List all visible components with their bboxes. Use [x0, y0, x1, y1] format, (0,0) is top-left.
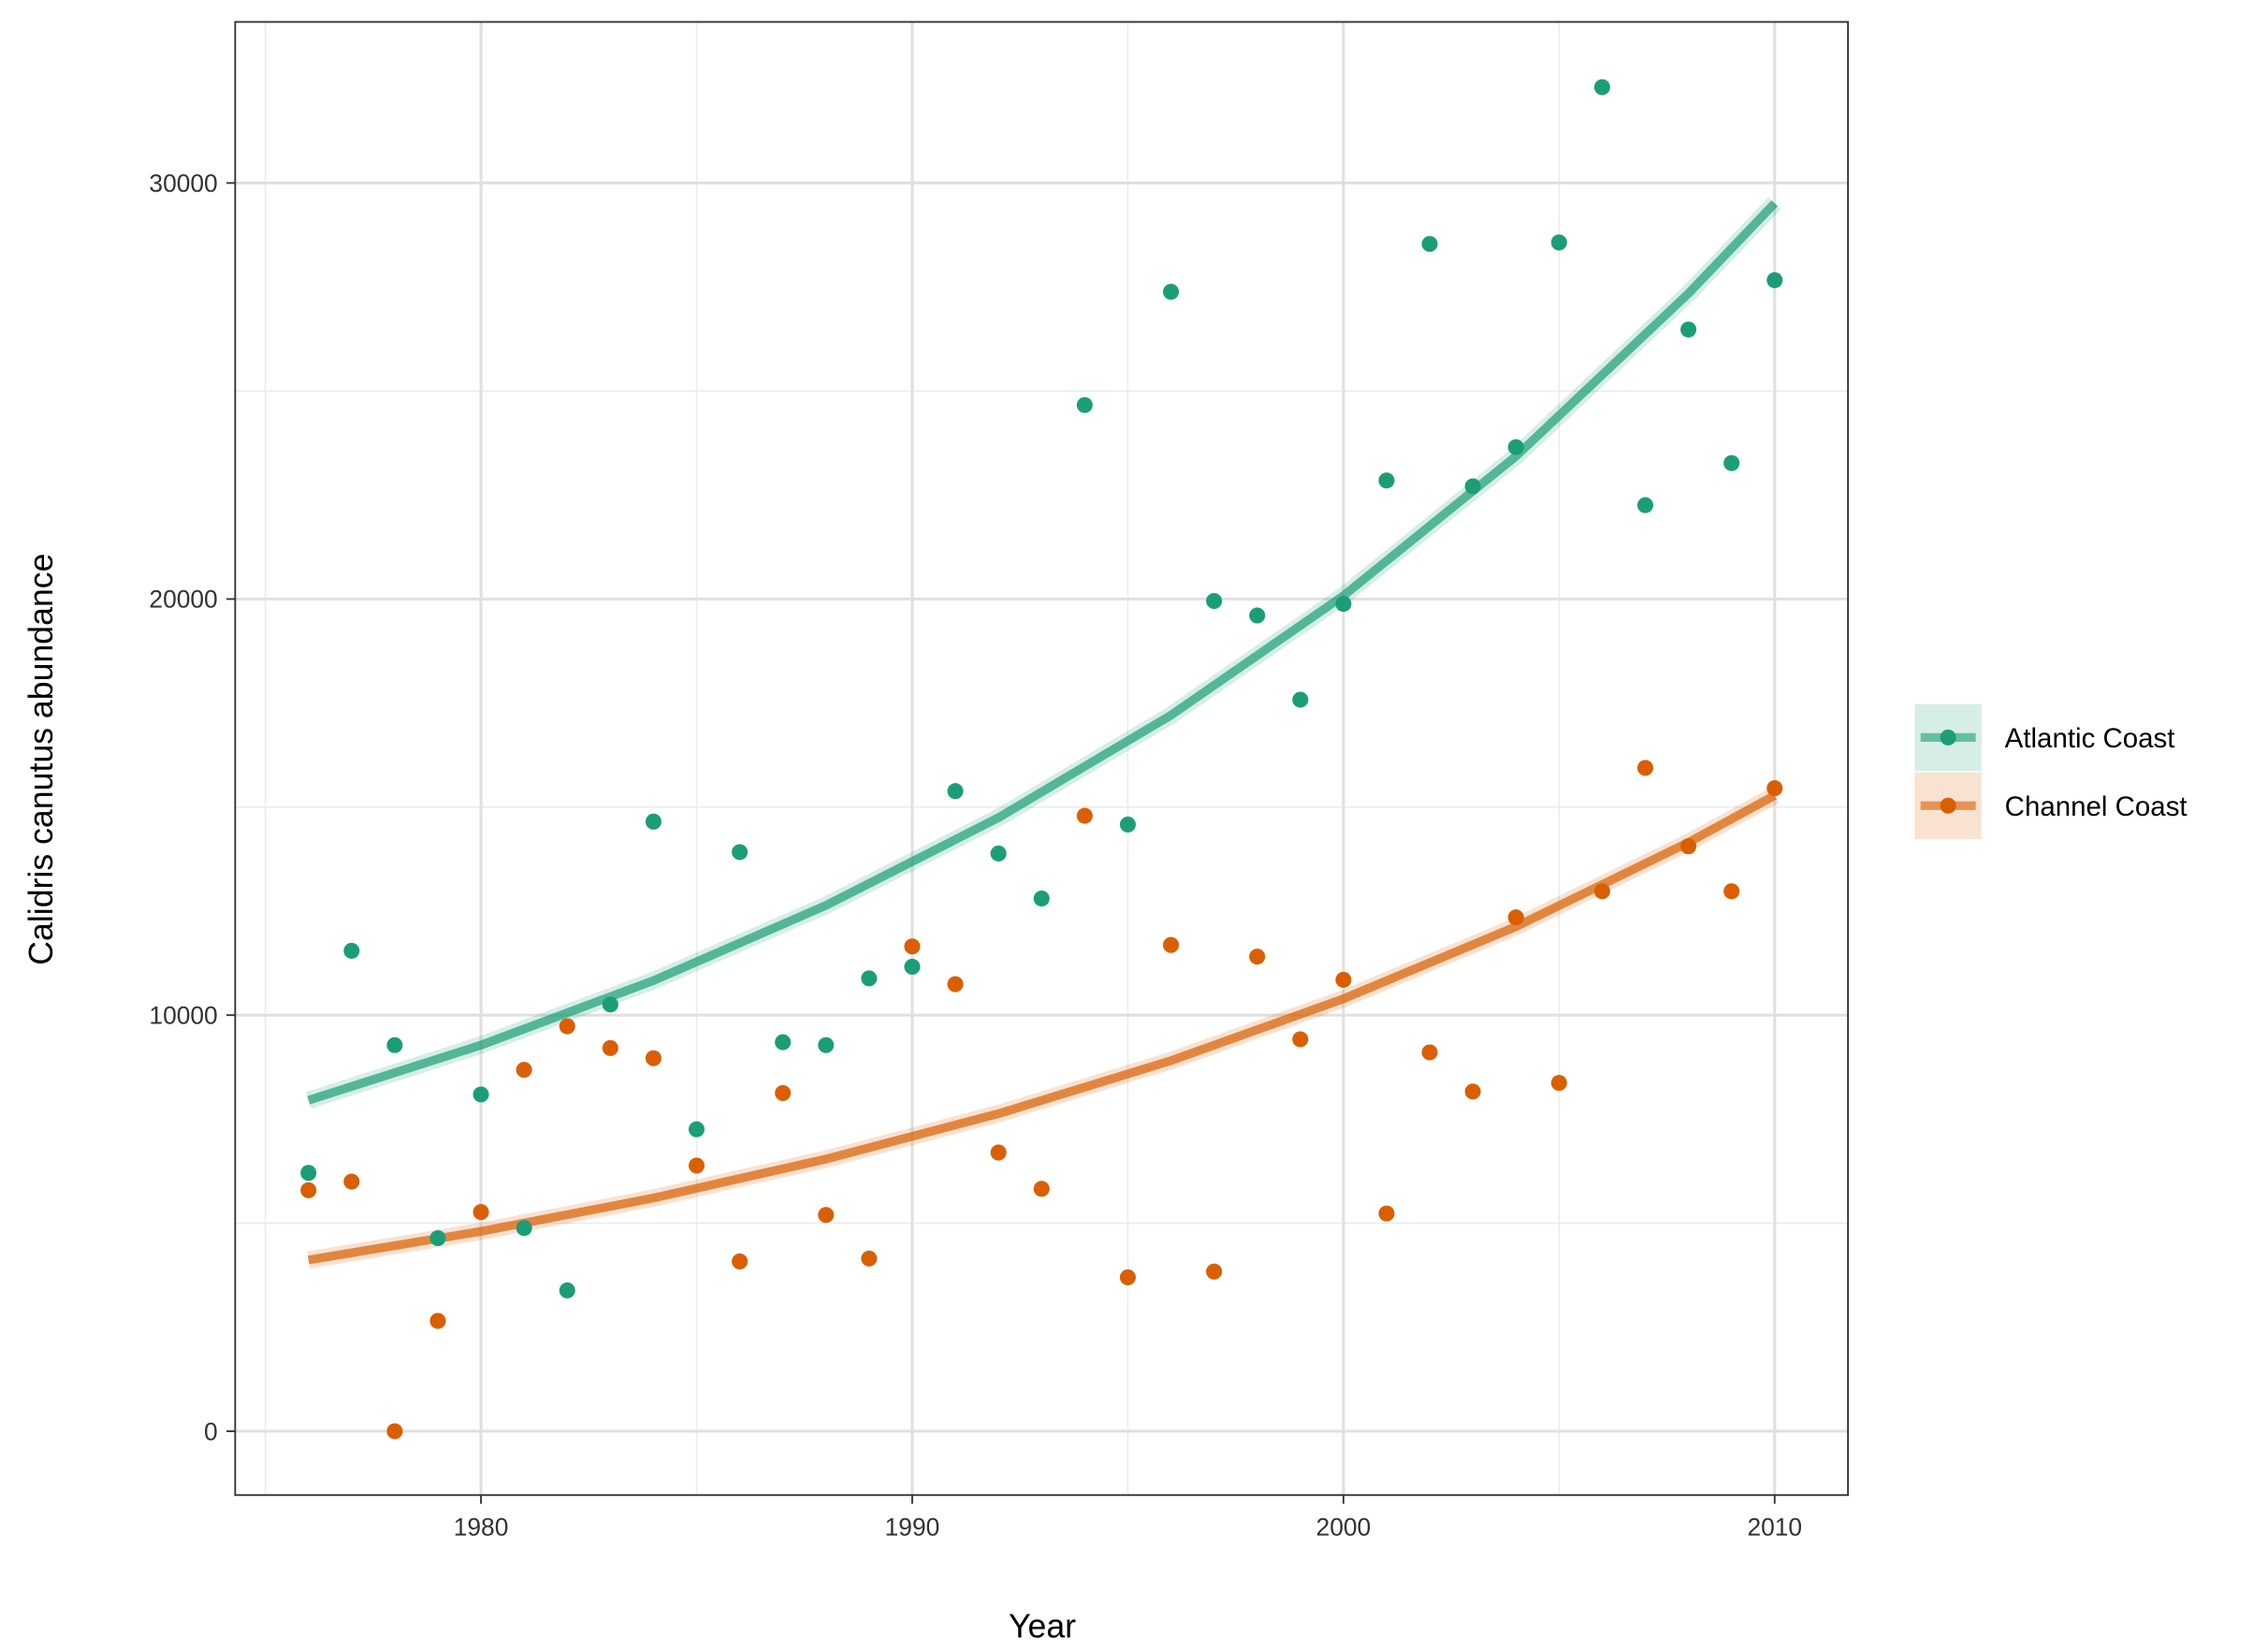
point: [861, 970, 878, 987]
point: [1550, 1075, 1567, 1092]
point: [1033, 891, 1050, 907]
point: [1766, 780, 1783, 797]
x-tick-label: 1990: [885, 1514, 940, 1542]
point: [1206, 1263, 1223, 1280]
point: [343, 1173, 360, 1190]
point: [1119, 816, 1136, 833]
point: [1378, 1205, 1395, 1222]
point: [1723, 455, 1740, 471]
point: [818, 1207, 835, 1224]
point: [1249, 949, 1266, 965]
point: [1550, 234, 1567, 251]
point: [1119, 1268, 1136, 1286]
y-tick-label: 30000: [149, 169, 217, 197]
point: [1680, 321, 1697, 338]
point: [775, 1084, 792, 1101]
point: [1335, 971, 1352, 988]
point: [1292, 691, 1309, 708]
point: [1636, 497, 1654, 514]
legend-key-point: [1940, 729, 1956, 746]
point: [1421, 236, 1438, 253]
point: [1206, 592, 1223, 610]
point: [775, 1034, 792, 1051]
point: [1507, 909, 1524, 926]
point: [1378, 472, 1395, 489]
x-tick-label: 2010: [1747, 1514, 1802, 1542]
point: [645, 1050, 661, 1066]
point: [559, 1282, 575, 1298]
plot-border: [234, 21, 1850, 1497]
point: [990, 845, 1007, 862]
point: [1636, 760, 1654, 776]
legend-label: Atlantic Coast: [2005, 723, 2175, 754]
x-tick-label: 1980: [454, 1514, 509, 1542]
point: [386, 1036, 403, 1053]
point: [1292, 1031, 1309, 1048]
y-axis-title: Calidris canutus abundance: [22, 554, 60, 965]
point: [1680, 838, 1697, 855]
point: [602, 1039, 618, 1056]
point: [343, 942, 360, 959]
point: [947, 976, 964, 993]
point: [990, 1144, 1007, 1161]
point: [429, 1230, 446, 1247]
point: [904, 958, 921, 975]
legend-key-point: [1940, 797, 1956, 814]
point: [688, 1157, 705, 1174]
point: [732, 844, 749, 861]
point: [472, 1086, 489, 1103]
point: [818, 1036, 835, 1053]
point: [516, 1062, 532, 1079]
point: [1507, 439, 1524, 456]
point: [1335, 596, 1352, 613]
y-tick-label: 0: [204, 1417, 218, 1445]
point: [1766, 271, 1783, 289]
point: [1076, 397, 1093, 413]
point: [300, 1181, 317, 1198]
point: [1723, 883, 1740, 900]
fit-ribbon: [305, 196, 1781, 1109]
point: [732, 1253, 749, 1269]
x-axis-title: Year: [1009, 1607, 1076, 1645]
point: [1033, 1181, 1050, 1197]
point: [300, 1165, 317, 1181]
fit-line: [307, 200, 1779, 1105]
point: [1464, 478, 1481, 495]
point: [1162, 936, 1180, 953]
point: [1464, 1083, 1481, 1100]
point: [1162, 283, 1180, 300]
y-tick-label: 10000: [149, 1001, 217, 1029]
point: [602, 996, 618, 1013]
point: [386, 1423, 403, 1440]
point: [645, 813, 661, 830]
point: [1076, 807, 1093, 824]
point: [1421, 1044, 1438, 1061]
x-tick-label: 2000: [1316, 1514, 1372, 1542]
point: [904, 938, 921, 955]
legend-label: Channel Coast: [2005, 791, 2188, 822]
y-tick-label: 20000: [149, 586, 217, 614]
point: [472, 1204, 489, 1221]
point: [1593, 79, 1610, 95]
point: [1593, 883, 1610, 900]
point: [559, 1018, 575, 1035]
point: [516, 1220, 532, 1237]
point: [1249, 607, 1266, 624]
point: [429, 1312, 446, 1329]
point: [688, 1121, 705, 1138]
point: [861, 1250, 878, 1267]
point: [947, 783, 964, 800]
